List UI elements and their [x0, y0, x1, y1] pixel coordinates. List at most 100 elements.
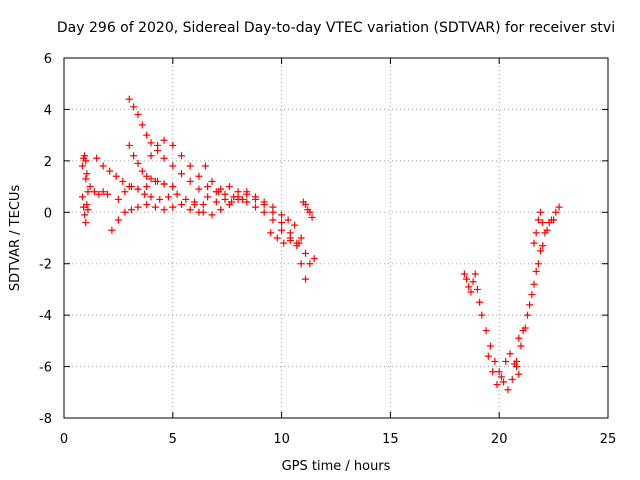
data-point-track-i: [169, 141, 177, 149]
data-point-track-m: [297, 260, 305, 268]
data-point-track-h: [134, 159, 142, 167]
data-point-track-r: [555, 203, 563, 211]
data-point-track-g: [130, 103, 138, 111]
data-point-track-k: [191, 201, 199, 209]
data-point-track-s: [532, 267, 540, 275]
data-point-track-a: [82, 157, 90, 165]
data-point-track-f: [147, 193, 155, 201]
data-point-track-i: [186, 162, 194, 170]
y-tick-label: 0: [44, 206, 52, 221]
data-point-track-k: [217, 206, 225, 214]
data-point-track-p: [469, 278, 477, 286]
data-point-track-o: [306, 208, 314, 216]
data-point-track-h: [138, 167, 146, 175]
data-point-track-i: [204, 183, 212, 191]
data-point-track-k: [199, 208, 207, 216]
data-point-track-r: [539, 242, 547, 250]
data-point-track-g: [204, 193, 212, 201]
data-point-track-g: [138, 121, 146, 129]
data-point-track-f: [156, 195, 164, 203]
data-point-track-p: [491, 357, 499, 365]
data-point-track-c: [95, 190, 103, 198]
data-point-track-c: [99, 188, 107, 196]
data-point-track-b: [81, 211, 89, 219]
data-point-track-n: [310, 255, 318, 263]
data-point-track-e: [134, 203, 142, 211]
data-point-track-j: [221, 195, 229, 203]
data-point-track-s: [528, 291, 536, 299]
data-point-track-b: [83, 201, 91, 209]
data-point-track-g: [195, 185, 203, 193]
data-point-track-p: [460, 270, 468, 278]
data-point-track-p: [508, 375, 516, 383]
data-point-track-r: [534, 260, 542, 268]
data-point-track-f: [121, 188, 129, 196]
data-point-track-l: [234, 188, 242, 196]
data-point-track-n: [297, 234, 305, 242]
data-point-track-p: [504, 386, 512, 394]
data-point-track-q: [515, 370, 523, 378]
data-point-track-g: [147, 139, 155, 147]
data-point-track-s: [515, 334, 523, 342]
data-point-track-l: [251, 195, 259, 203]
data-point-track-e: [127, 206, 135, 214]
data-point-track-b: [84, 206, 92, 214]
data-point-track-k: [243, 198, 251, 206]
data-point-track-s: [523, 311, 531, 319]
data-point-track-e: [114, 216, 122, 224]
x-tick-label: 20: [491, 432, 508, 447]
data-point-track-g: [134, 111, 142, 119]
x-tick-label: 15: [382, 432, 399, 447]
data-point-track-k: [269, 216, 277, 224]
data-point-track-e: [178, 201, 186, 209]
data-point-track-l: [225, 183, 233, 191]
data-point-track-h: [147, 175, 155, 183]
data-point-track-h: [169, 183, 177, 191]
x-tick-label: 5: [169, 432, 177, 447]
data-point-track-e: [186, 206, 194, 214]
data-point-track-p: [495, 368, 503, 376]
data-point-track-s: [537, 247, 545, 255]
data-point-track-t: [534, 216, 542, 224]
data-point-track-p: [473, 285, 481, 293]
data-point-track-g: [212, 198, 220, 206]
data-point-track-d: [112, 172, 120, 180]
data-point-track-f: [164, 193, 172, 201]
data-point-track-i: [147, 152, 155, 160]
data-point-track-j: [201, 162, 209, 170]
data-point-track-b: [82, 219, 90, 227]
data-point-track-p: [486, 342, 494, 350]
x-tick-label: 0: [60, 432, 68, 447]
data-point-track-t: [537, 208, 545, 216]
y-tick-label: 2: [44, 155, 52, 170]
data-point-track-h: [154, 177, 162, 185]
data-point-track-f: [114, 195, 122, 203]
data-point-track-s: [550, 216, 558, 224]
data-point-track-l: [269, 203, 277, 211]
data-point-track-l: [243, 190, 251, 198]
data-point-track-k: [260, 208, 268, 216]
data-point-track-q: [484, 352, 492, 360]
data-point-track-k: [225, 201, 233, 209]
data-point-track-h: [143, 172, 151, 180]
y-tick-label: 6: [44, 52, 52, 67]
axis-ticks: 0 5 10 15 20 25 -8 -6 -4 -2 0 2 4 6: [39, 52, 616, 447]
data-point-track-e: [160, 206, 168, 214]
data-point-track-d: [99, 162, 107, 170]
data-point-track-c: [90, 188, 98, 196]
data-point-track-e: [151, 203, 159, 211]
x-tick-label: 10: [273, 432, 290, 447]
data-point-track-m: [286, 237, 294, 245]
data-point-track-f: [127, 183, 135, 191]
data-point-track-h: [125, 141, 133, 149]
data-point-track-p: [471, 270, 479, 278]
data-point-track-k: [251, 203, 259, 211]
data-point-track-m: [273, 234, 281, 242]
data-point-track-b: [78, 193, 86, 201]
data-point-track-q: [497, 373, 505, 381]
data-point-track-j: [278, 219, 286, 227]
data-point-track-e: [121, 208, 129, 216]
data-point-track-i: [178, 152, 186, 160]
data-point-track-k: [234, 195, 242, 203]
data-point-track-p: [465, 283, 473, 291]
